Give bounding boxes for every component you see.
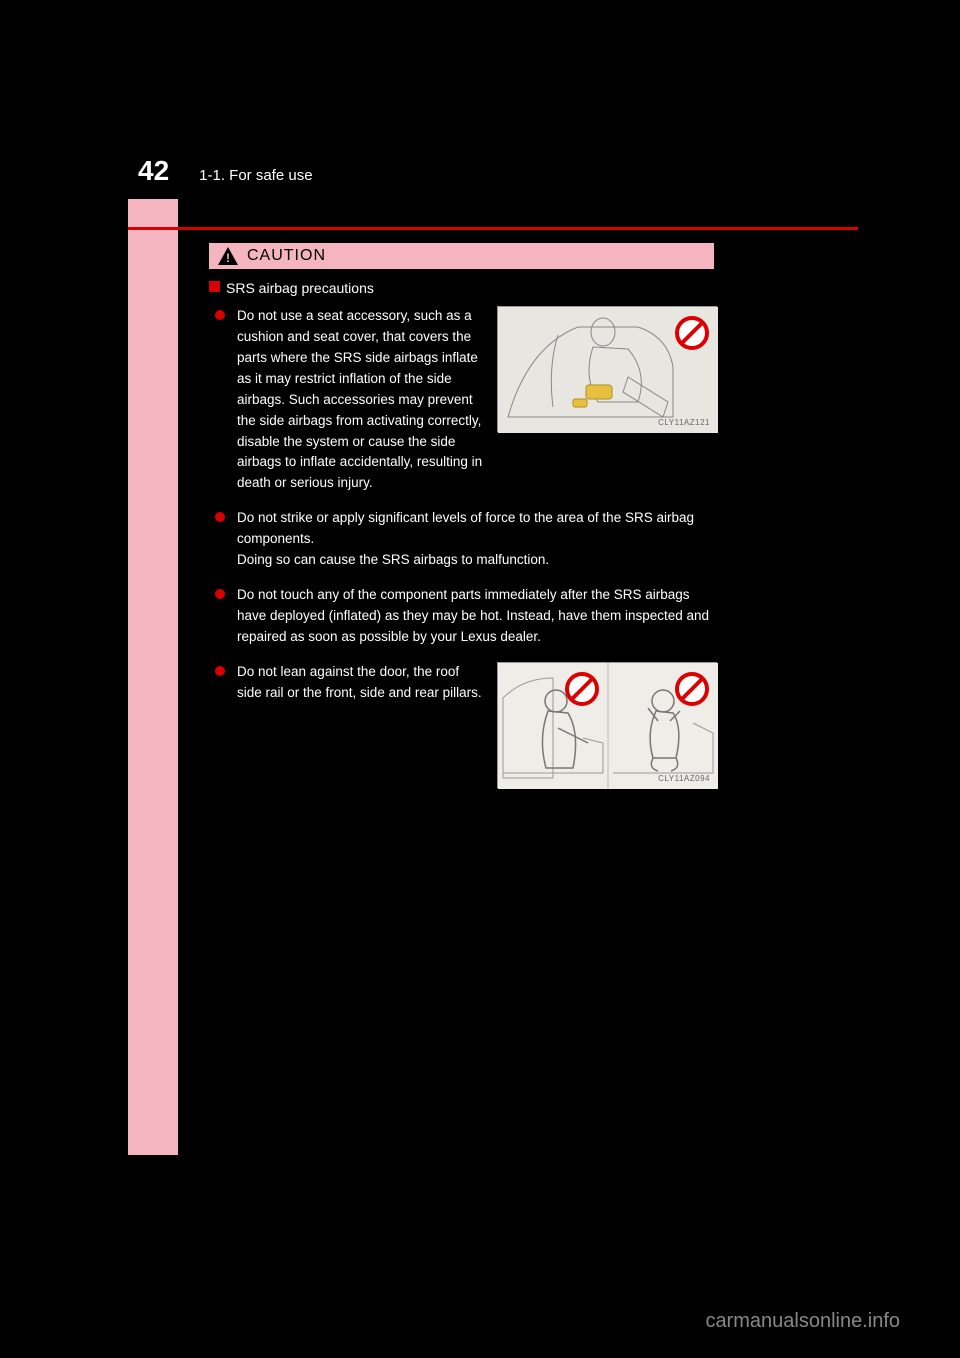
bullet-row: Do not touch any of the component parts … (209, 585, 729, 648)
bullet-text: Do not strike or apply significant level… (237, 508, 729, 571)
prohibition-icon (674, 315, 710, 351)
square-bullet-icon (209, 281, 220, 292)
prohibition-icon (674, 671, 710, 707)
bullet-text: Do not use a seat accessory, such as a c… (237, 306, 497, 494)
warning-triangle-icon: ! (217, 246, 239, 266)
caution-label: CAUTION (247, 247, 326, 265)
caution-bar: ! CAUTION (209, 243, 714, 269)
bullet-text: Do not lean against the door, the roof s… (237, 662, 497, 788)
dot-bullet-icon (215, 589, 225, 599)
page-header: 42 1-1. For safe use (128, 155, 858, 199)
side-tab (128, 155, 178, 1155)
bullet-row: Do not use a seat accessory, such as a c… (209, 306, 729, 494)
watermark: carmanualsonline.info (705, 1310, 900, 1333)
lean-door-illustration: CLY11AZ094 (497, 662, 717, 788)
section-title: 1-1. For safe use (199, 167, 312, 184)
content-body: SRS airbag precautions Do not use a seat… (209, 280, 729, 802)
dot-bullet-icon (215, 512, 225, 522)
bullet-row: Do not lean against the door, the roof s… (209, 662, 729, 788)
prohibition-icon (564, 671, 600, 707)
precautions-heading: SRS airbag precautions (209, 280, 729, 296)
dot-bullet-icon (215, 310, 225, 320)
illustration-label: CLY11AZ094 (658, 774, 710, 783)
illustration-label: CLY11AZ121 (658, 418, 710, 427)
page-number: 42 (138, 155, 169, 187)
heading-text: SRS airbag precautions (226, 280, 374, 296)
bullet-row: Do not strike or apply significant level… (209, 508, 729, 571)
svg-text:!: ! (226, 251, 230, 265)
seat-cushion-illustration: CLY11AZ121 (497, 306, 717, 432)
header-rule (128, 227, 858, 230)
dot-bullet-icon (215, 666, 225, 676)
bullet-text: Do not touch any of the component parts … (237, 585, 729, 648)
